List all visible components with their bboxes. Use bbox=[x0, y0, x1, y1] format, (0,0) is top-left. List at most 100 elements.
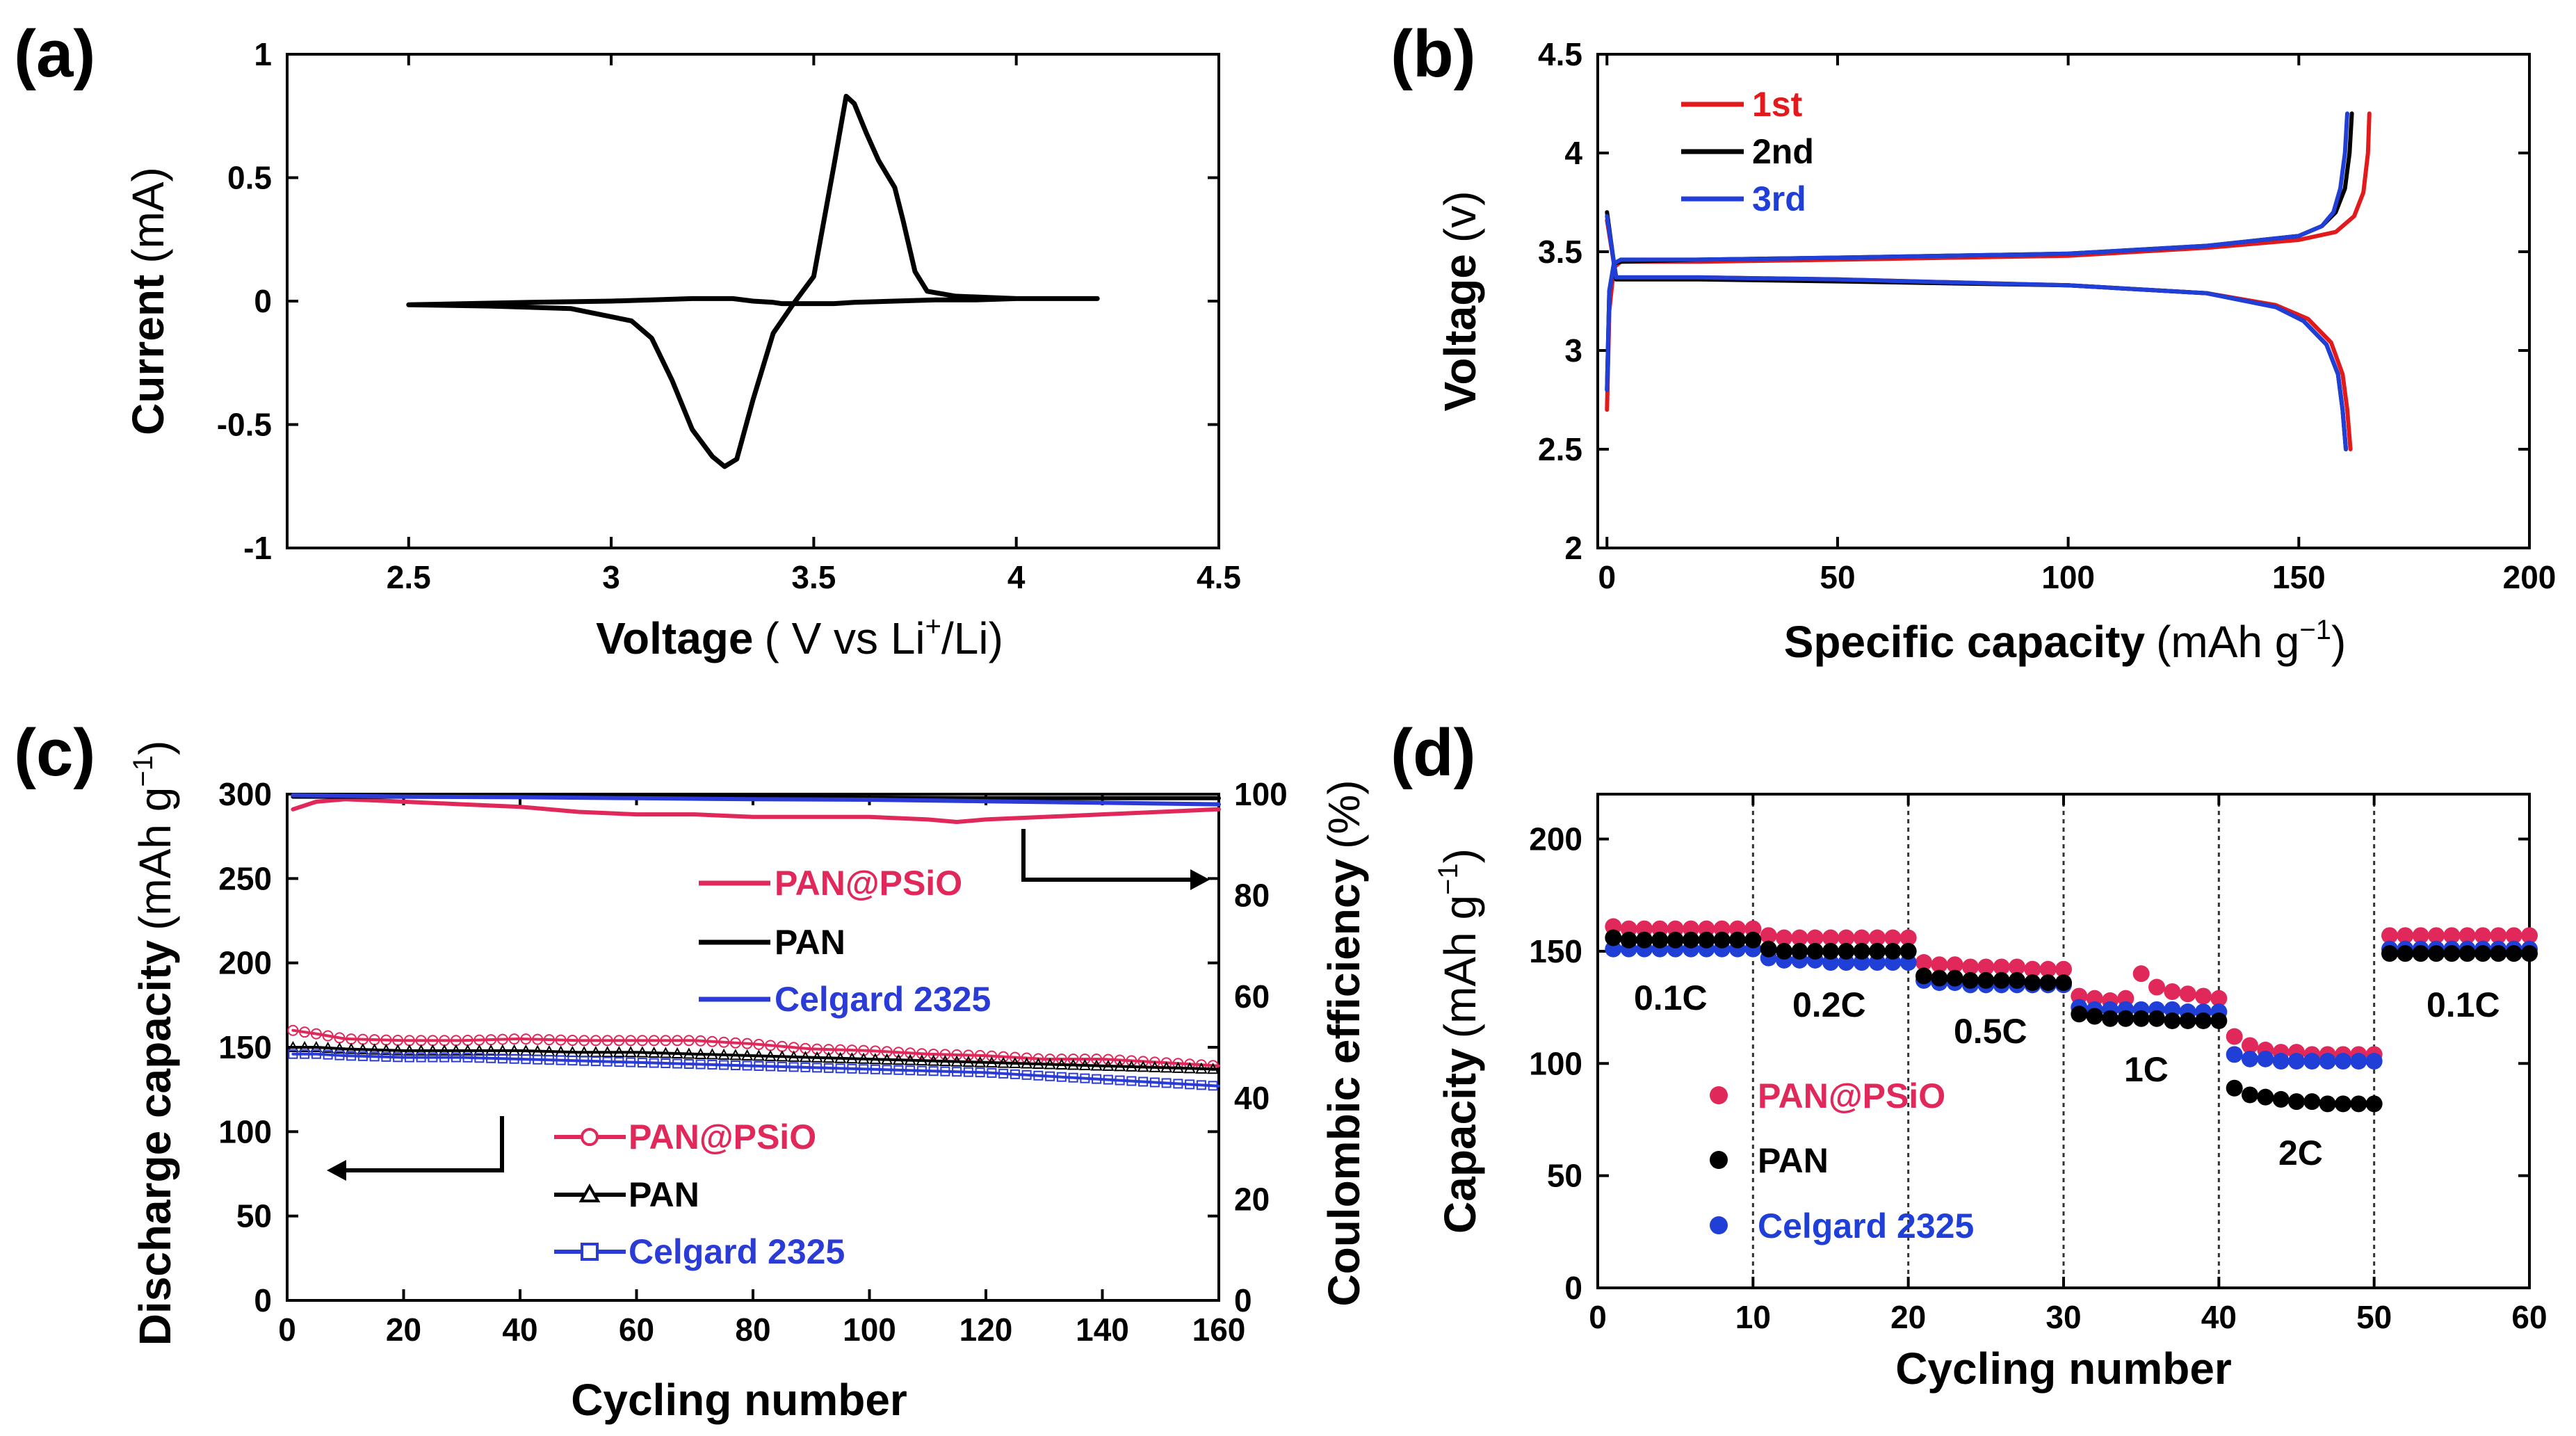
capacity-line-pan bbox=[291, 1046, 1220, 1071]
rate-point-pan bbox=[2242, 1086, 2258, 1104]
panel-d-x-tick-label: 10 bbox=[1735, 1299, 1771, 1335]
capacity-marker-pan bbox=[927, 1054, 940, 1066]
rate-point-celgard-2325 bbox=[2365, 1053, 2383, 1070]
rate-point-pan bbox=[2226, 1079, 2243, 1097]
panel-c-y-right-label-rest: (%) bbox=[1319, 780, 1369, 849]
capacity-marker-pan bbox=[1032, 1057, 1045, 1070]
panel-c-y-right-tick-label: 20 bbox=[1234, 1181, 1270, 1217]
rate-point-pan-psio bbox=[2210, 990, 2228, 1007]
capacity-marker-celgard-2325 bbox=[1126, 1076, 1137, 1086]
capacity-marker-pan bbox=[438, 1044, 451, 1056]
panel-c-y-right-tick-label: 0 bbox=[1234, 1282, 1252, 1318]
rate-point-pan bbox=[2117, 1010, 2134, 1027]
rate-point-pan bbox=[2055, 974, 2072, 992]
panel-d-x-axis-label: Cycling number bbox=[1895, 1344, 2232, 1394]
rate-point-pan-psio bbox=[2148, 978, 2165, 996]
panel-c-y-tick-label: 100 bbox=[218, 1113, 272, 1149]
capacity-marker-pan bbox=[333, 1042, 346, 1054]
voltage-curve-2nd-discharge bbox=[1605, 210, 2348, 451]
panel-c-y-ticks-right: 0 20 40 60 80 100 bbox=[1234, 776, 1288, 1318]
panel-a-y-tick-label: 1 bbox=[254, 36, 272, 72]
panel-b-y-tick-label: 4.5 bbox=[1538, 36, 1582, 72]
capacity-marker-pan-psio bbox=[287, 1024, 299, 1036]
panel-c-y-right-label-main: Coulombic efficiency bbox=[1319, 859, 1369, 1307]
capacity-marker-pan bbox=[1137, 1060, 1149, 1072]
panel-b-series bbox=[1605, 111, 2372, 451]
rate-point-pan-psio bbox=[1806, 929, 1824, 946]
panel-c-y-axis-label-right: Coulombic efficiency (%) bbox=[1319, 780, 1369, 1306]
rate-label-0-5c: 0.5C bbox=[1954, 1012, 2027, 1051]
rate-point-pan bbox=[2412, 945, 2429, 962]
panel-d-y-tick-label: 0 bbox=[1564, 1270, 1582, 1306]
capacity-marker-pan-psio bbox=[299, 1026, 311, 1038]
capacity-marker-celgard-2325 bbox=[649, 1058, 659, 1068]
panel-b-y-axis-label: Voltage (v) bbox=[1435, 191, 1485, 411]
rate-point-celgard-2325 bbox=[2257, 1050, 2274, 1067]
rate-point-pan bbox=[2428, 945, 2445, 962]
panel-a-y-tick-label: 0.5 bbox=[227, 160, 272, 196]
rate-point-pan-psio bbox=[1838, 929, 1855, 946]
rate-point-pan bbox=[2319, 1095, 2336, 1113]
capacity-marker-celgard-2325 bbox=[334, 1050, 345, 1060]
rate-point-pan bbox=[1698, 931, 1715, 949]
capacity-marker-celgard-2325 bbox=[765, 1061, 776, 1072]
rate-point-pan-psio bbox=[1822, 929, 1839, 946]
panel-d-y-tick-label: 100 bbox=[1529, 1045, 1582, 1081]
capacity-marker-celgard-2325 bbox=[323, 1049, 333, 1060]
rate-point-pan bbox=[2443, 945, 2461, 962]
legend-d-celgard: Celgard 2325 bbox=[1758, 1207, 1974, 1245]
capacity-marker-celgard-2325 bbox=[963, 1067, 973, 1077]
rate-point-pan bbox=[1651, 931, 1669, 949]
panel-d-series bbox=[1605, 918, 2538, 1113]
rate-point-celgard-2325 bbox=[2319, 1053, 2336, 1070]
panel-c-y-right-tick-label: 80 bbox=[1234, 878, 1270, 914]
legend-label-3rd: 3rd bbox=[1752, 179, 1806, 218]
capacity-marker-pan bbox=[985, 1056, 998, 1068]
capacity-marker-celgard-2325 bbox=[940, 1066, 950, 1076]
rate-point-pan-psio bbox=[2412, 927, 2429, 944]
capacity-marker-pan-psio bbox=[322, 1030, 334, 1042]
capacity-marker-pan-psio bbox=[741, 1038, 753, 1049]
capacity-marker-pan-psio bbox=[718, 1036, 730, 1048]
capacity-marker-pan-psio bbox=[648, 1035, 660, 1047]
capacity-arrowhead bbox=[327, 1160, 346, 1181]
capacity-marker-pan bbox=[764, 1049, 777, 1061]
rate-point-pan bbox=[2257, 1088, 2274, 1106]
capacity-marker-pan bbox=[426, 1044, 439, 1056]
capacity-marker-celgard-2325 bbox=[357, 1051, 368, 1061]
panel-d-x-tick-label: 40 bbox=[2201, 1299, 2237, 1335]
capacity-marker-pan-psio bbox=[695, 1035, 706, 1047]
capacity-marker-pan-psio bbox=[590, 1035, 601, 1047]
capacity-marker-celgard-2325 bbox=[1208, 1081, 1218, 1091]
rate-point-pan-psio bbox=[2179, 985, 2196, 1003]
capacity-marker-pan bbox=[718, 1048, 730, 1060]
rate-point-pan bbox=[1838, 942, 1855, 960]
legend-d-dot-celgard bbox=[1710, 1216, 1728, 1234]
capacity-marker-celgard-2325 bbox=[1115, 1075, 1125, 1086]
panel-a: (a) 2.5 3 3.5 4 4.5 -1 -0.5 0 0.5 1 Voltage( V v… bbox=[14, 17, 1241, 663]
capacity-marker-pan bbox=[1113, 1060, 1126, 1072]
rate-label-0-2c: 0.2C bbox=[1792, 985, 1866, 1024]
efficiency-line-pan-psio bbox=[291, 797, 1221, 824]
panel-d-label: (d) bbox=[1391, 716, 1476, 790]
panel-b: (b) 0 50 100 150 200 2 2.5 3 3.5 4 4.5 1st 2nd 3r… bbox=[1391, 17, 2556, 667]
panel-c-y-axis-label: Discharge capacity (mAh g−1) bbox=[128, 741, 180, 1346]
capacity-marker-celgard-2325 bbox=[1068, 1072, 1078, 1083]
panel-c-plot-frame bbox=[286, 793, 1220, 1302]
rate-point-pan-psio bbox=[1791, 929, 1808, 946]
rate-point-pan bbox=[2210, 1012, 2228, 1029]
rate-point-pan-psio bbox=[2164, 983, 2181, 1000]
capacity-marker-pan bbox=[1067, 1058, 1080, 1070]
rate-point-pan bbox=[1853, 942, 1870, 960]
panel-a-x-tick-label: 4.5 bbox=[1197, 559, 1241, 595]
capacity-marker-celgard-2325 bbox=[1196, 1080, 1206, 1090]
capacity-marker-celgard-2325 bbox=[1103, 1074, 1113, 1085]
capacity-marker-celgard-2325 bbox=[707, 1059, 718, 1070]
panel-c-y-right-tick-label: 100 bbox=[1234, 776, 1288, 812]
rate-point-pan bbox=[2490, 945, 2507, 962]
capacity-marker-pan bbox=[671, 1047, 683, 1058]
panel-d-rate-labels: 0.1C 0.2C 0.5C 1C 2C 0.1C bbox=[1634, 978, 2500, 1172]
rate-point-pan bbox=[2148, 1010, 2165, 1027]
rate-point-pan-psio bbox=[2458, 927, 2476, 944]
capacity-marker-pan bbox=[1206, 1063, 1220, 1074]
